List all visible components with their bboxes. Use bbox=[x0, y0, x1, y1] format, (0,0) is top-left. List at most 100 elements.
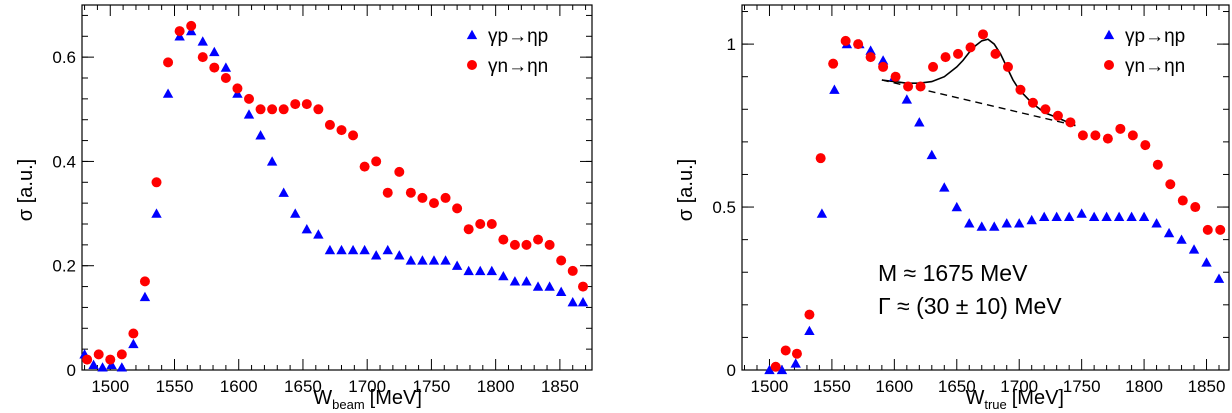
data-point-neutron bbox=[371, 156, 382, 167]
legend-marker-proton bbox=[466, 29, 478, 40]
data-point-neutron bbox=[348, 130, 359, 141]
data-point-proton bbox=[914, 117, 925, 127]
data-point-proton bbox=[1151, 218, 1162, 228]
data-point-proton bbox=[1063, 211, 1075, 221]
data-point-proton bbox=[97, 362, 108, 372]
data-point-neutron bbox=[116, 349, 127, 360]
data-point-proton bbox=[197, 36, 208, 46]
data-point-proton bbox=[116, 362, 128, 372]
data-point-neutron bbox=[791, 348, 802, 359]
data-point-proton bbox=[336, 244, 347, 255]
legend-marker-proton bbox=[1103, 29, 1115, 40]
data-point-neutron bbox=[105, 354, 116, 365]
data-point-proton bbox=[220, 62, 232, 72]
data-point-proton bbox=[1213, 273, 1225, 283]
data-point-proton bbox=[486, 265, 497, 276]
data-point-neutron bbox=[1202, 224, 1213, 235]
data-point-proton bbox=[266, 156, 278, 166]
data-point-proton bbox=[1076, 208, 1087, 218]
data-point-neutron bbox=[890, 71, 901, 82]
data-point-neutron bbox=[313, 104, 324, 115]
data-point-neutron bbox=[209, 62, 220, 73]
data-point-neutron bbox=[1077, 130, 1088, 141]
data-point-proton bbox=[313, 229, 324, 239]
data-point-neutron bbox=[278, 104, 289, 115]
data-point-proton bbox=[829, 84, 840, 94]
data-point-proton bbox=[1001, 218, 1012, 228]
data-point-proton bbox=[139, 291, 151, 302]
x-tick-label: 1600 bbox=[220, 377, 258, 396]
data-point-neutron bbox=[382, 187, 393, 198]
data-point-proton bbox=[151, 208, 162, 218]
data-point-proton bbox=[901, 94, 913, 104]
data-point-proton bbox=[1163, 227, 1175, 238]
data-point-neutron bbox=[770, 361, 781, 372]
data-point-proton bbox=[209, 46, 220, 57]
data-point-neutron bbox=[990, 48, 1001, 59]
data-point-neutron bbox=[82, 354, 93, 365]
data-point-proton bbox=[243, 109, 255, 119]
x-tick-label: 1700 bbox=[348, 377, 386, 396]
x-tick-label: 1800 bbox=[1125, 377, 1163, 396]
data-point-neutron bbox=[151, 177, 162, 188]
mass-annotation: M ≈ 1675 MeV bbox=[878, 260, 1028, 286]
plot-frame bbox=[741, 4, 1230, 371]
data-point-proton bbox=[370, 250, 382, 260]
data-point-neutron bbox=[940, 52, 951, 63]
data-point-neutron bbox=[394, 166, 405, 177]
data-point-neutron bbox=[953, 48, 964, 59]
data-point-proton bbox=[1014, 218, 1025, 228]
data-point-neutron bbox=[915, 81, 926, 92]
data-point-proton bbox=[451, 260, 463, 270]
data-point-neutron bbox=[521, 239, 532, 250]
data-point-neutron bbox=[544, 239, 555, 250]
data-point-proton bbox=[405, 255, 417, 265]
data-point-neutron bbox=[828, 58, 839, 69]
data-point-proton bbox=[394, 250, 405, 260]
data-point-proton bbox=[440, 255, 451, 265]
x-axis-title-subscript: beam bbox=[332, 397, 365, 412]
data-point-neutron bbox=[1177, 195, 1188, 206]
data-point-neutron bbox=[965, 42, 976, 53]
data-point-proton bbox=[428, 255, 440, 265]
data-point-proton bbox=[964, 218, 975, 228]
data-point-proton bbox=[417, 255, 428, 265]
data-point-proton bbox=[816, 208, 828, 218]
x-tick-label: 1500 bbox=[91, 377, 129, 396]
data-point-neutron bbox=[780, 345, 791, 356]
y-tick-label: 0 bbox=[67, 361, 76, 380]
y-axis-title: σ [a.u.] bbox=[675, 159, 697, 221]
data-point-proton bbox=[989, 221, 1000, 231]
y-axis-title: σ [a.u.] bbox=[15, 159, 37, 221]
data-point-neutron bbox=[290, 99, 301, 110]
data-point-proton bbox=[567, 297, 578, 307]
data-point-neutron bbox=[1140, 140, 1151, 151]
data-point-proton bbox=[1201, 257, 1212, 267]
data-point-proton bbox=[475, 265, 486, 276]
data-point-proton bbox=[88, 359, 99, 369]
plot-frame bbox=[81, 4, 593, 371]
data-point-neutron bbox=[928, 61, 939, 72]
data-point-neutron bbox=[533, 234, 544, 245]
data-point-neutron bbox=[1165, 179, 1176, 190]
data-point-proton bbox=[951, 201, 962, 212]
data-point-neutron bbox=[1065, 117, 1076, 128]
x-tick-label: 1550 bbox=[156, 377, 194, 396]
data-point-proton bbox=[255, 130, 266, 140]
data-point-proton bbox=[1088, 211, 1100, 221]
data-point-neutron bbox=[1052, 110, 1063, 121]
x-axis-title-main: W bbox=[313, 387, 332, 409]
data-point-neutron bbox=[1215, 224, 1226, 235]
data-point-proton bbox=[532, 281, 544, 291]
data-point-proton bbox=[555, 286, 567, 296]
data-point-neutron bbox=[452, 203, 463, 214]
data-point-proton bbox=[463, 265, 474, 276]
x-axis-title-unit: [MeV] bbox=[370, 387, 422, 409]
background-dashed-line bbox=[881, 79, 1076, 127]
data-point-neutron bbox=[509, 239, 520, 250]
legend-label: γn→ηn bbox=[488, 56, 548, 77]
data-point-neutron bbox=[405, 187, 416, 198]
data-point-proton bbox=[1138, 211, 1150, 221]
data-point-neutron bbox=[220, 73, 231, 83]
